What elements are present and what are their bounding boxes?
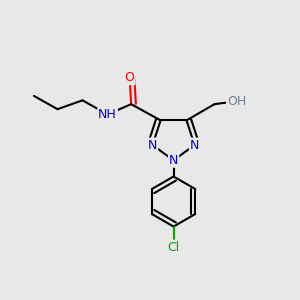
Text: N: N bbox=[148, 139, 157, 152]
Text: N: N bbox=[169, 154, 178, 167]
Text: Cl: Cl bbox=[167, 241, 180, 254]
Text: N: N bbox=[190, 139, 199, 152]
Text: NH: NH bbox=[98, 108, 117, 121]
Text: O: O bbox=[125, 71, 135, 84]
Text: OH: OH bbox=[227, 95, 246, 108]
